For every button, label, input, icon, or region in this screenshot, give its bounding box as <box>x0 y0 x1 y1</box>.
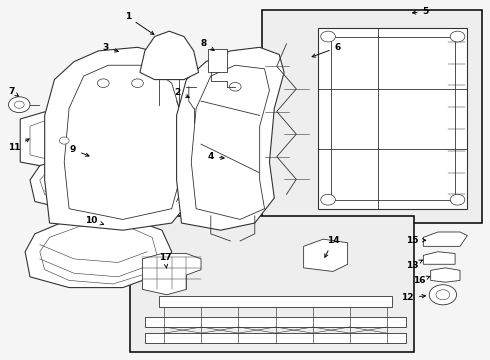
Text: 5: 5 <box>413 7 429 16</box>
Circle shape <box>429 285 457 305</box>
Bar <box>262 10 482 223</box>
Text: 12: 12 <box>401 293 425 302</box>
Bar <box>145 317 406 327</box>
Polygon shape <box>45 47 196 230</box>
Text: 13: 13 <box>406 260 422 270</box>
Text: 3: 3 <box>102 43 118 52</box>
Text: 14: 14 <box>325 237 339 257</box>
Circle shape <box>98 79 109 87</box>
Bar <box>318 28 467 209</box>
Text: 15: 15 <box>406 236 426 245</box>
Polygon shape <box>423 252 455 264</box>
Circle shape <box>321 31 335 42</box>
Polygon shape <box>143 253 201 295</box>
Text: 6: 6 <box>312 43 341 57</box>
Circle shape <box>450 31 465 42</box>
Bar <box>130 216 414 352</box>
Circle shape <box>8 97 30 113</box>
Circle shape <box>14 101 24 108</box>
Polygon shape <box>176 47 284 230</box>
Circle shape <box>229 82 241 91</box>
Text: 11: 11 <box>8 139 29 152</box>
Bar <box>159 296 392 307</box>
Text: 7: 7 <box>8 86 19 96</box>
Polygon shape <box>30 155 167 209</box>
Text: 4: 4 <box>208 152 224 161</box>
Text: 9: 9 <box>70 145 89 156</box>
Circle shape <box>450 194 465 205</box>
Text: 1: 1 <box>124 12 154 35</box>
Text: 2: 2 <box>174 87 189 98</box>
Polygon shape <box>25 220 172 288</box>
Circle shape <box>321 194 335 205</box>
Polygon shape <box>140 31 198 80</box>
Circle shape <box>132 79 144 87</box>
Circle shape <box>59 137 69 144</box>
Polygon shape <box>304 239 347 271</box>
Text: 16: 16 <box>413 276 430 285</box>
Bar <box>208 49 227 72</box>
Bar <box>145 333 406 343</box>
Polygon shape <box>20 112 108 166</box>
Text: 17: 17 <box>159 253 171 268</box>
Polygon shape <box>423 232 467 246</box>
Circle shape <box>436 290 450 300</box>
Text: 8: 8 <box>200 39 214 50</box>
Polygon shape <box>431 268 460 282</box>
Bar <box>331 37 455 200</box>
Text: 10: 10 <box>85 216 103 225</box>
